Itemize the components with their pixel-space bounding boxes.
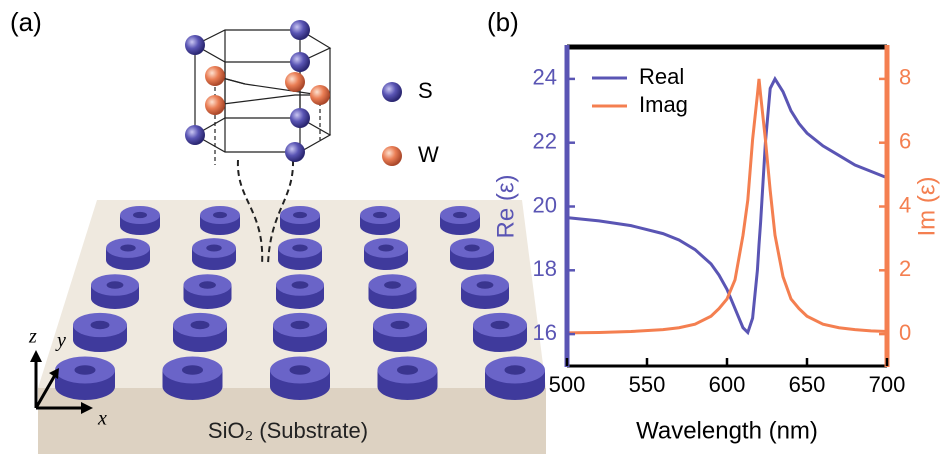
data-line xyxy=(566,78,888,335)
substrate-front xyxy=(38,388,546,454)
disk-hole xyxy=(90,320,110,330)
atoms xyxy=(185,20,402,166)
y2-tick-label: 0 xyxy=(899,320,911,345)
disk-hole xyxy=(120,244,136,252)
disk-hole xyxy=(190,320,210,330)
arrow-head xyxy=(81,402,93,414)
substrate-label: SiO₂ (Substrate) xyxy=(208,418,368,443)
axes-triad xyxy=(34,358,85,410)
disk-hole xyxy=(290,320,310,330)
disk-hole xyxy=(373,211,387,219)
y-tick-label: 16 xyxy=(533,320,557,345)
disk-hole xyxy=(182,365,203,375)
disk-hole xyxy=(397,365,418,375)
legend-label: S xyxy=(418,78,433,103)
disk-hole xyxy=(213,211,227,219)
disk-array xyxy=(55,206,545,400)
disk-hole xyxy=(291,281,309,289)
disk-hole xyxy=(133,211,147,219)
arrow-head xyxy=(49,368,59,379)
disk-hole xyxy=(206,244,222,252)
y-tick-label: 24 xyxy=(533,65,557,90)
y-axis-label: Re (ε) xyxy=(492,174,519,238)
y2-tick-label: 6 xyxy=(899,129,911,154)
disk-hole xyxy=(464,244,480,252)
arrow-head xyxy=(30,350,42,362)
x-tick-label: 650 xyxy=(789,372,826,397)
x-axis-label: Wavelength (nm) xyxy=(636,417,818,444)
disk-hole xyxy=(292,244,308,252)
y2-tick-label: 4 xyxy=(899,192,911,217)
disk-hole xyxy=(476,281,494,289)
disk-hole xyxy=(384,281,401,289)
y2-tick-label: 8 xyxy=(899,65,911,90)
axis-letter: y xyxy=(55,330,66,352)
panel-label: (a) xyxy=(10,7,42,37)
y-tick-label: 22 xyxy=(533,129,557,154)
axis-letter: z xyxy=(28,326,37,348)
legend-label: W xyxy=(418,142,439,167)
y-tick-label: 18 xyxy=(533,256,557,281)
legend-label: Imag xyxy=(639,92,688,117)
disk-hole xyxy=(504,365,526,375)
x-tick-label: 600 xyxy=(709,372,746,397)
data-line xyxy=(566,75,888,336)
legend-label: Real xyxy=(639,64,684,89)
x-tick-label: 500 xyxy=(549,372,586,397)
x-tick-label: 700 xyxy=(869,372,906,397)
disk-hole xyxy=(293,211,307,219)
y-tick-label: 20 xyxy=(533,192,557,217)
disk-hole xyxy=(390,320,410,330)
disk-hole xyxy=(74,365,96,375)
x-tick-label: 550 xyxy=(629,372,666,397)
disk-hole xyxy=(490,320,510,330)
disk-hole xyxy=(106,281,124,289)
disk-hole xyxy=(289,365,311,375)
y2-tick-label: 2 xyxy=(899,256,911,281)
axis-letter: x xyxy=(97,408,107,430)
disk-hole xyxy=(378,244,394,252)
panel-label: (b) xyxy=(487,7,519,37)
disk-hole xyxy=(453,211,467,219)
y2-axis-label: Im (ε) xyxy=(913,176,940,236)
disk-hole xyxy=(199,281,216,289)
